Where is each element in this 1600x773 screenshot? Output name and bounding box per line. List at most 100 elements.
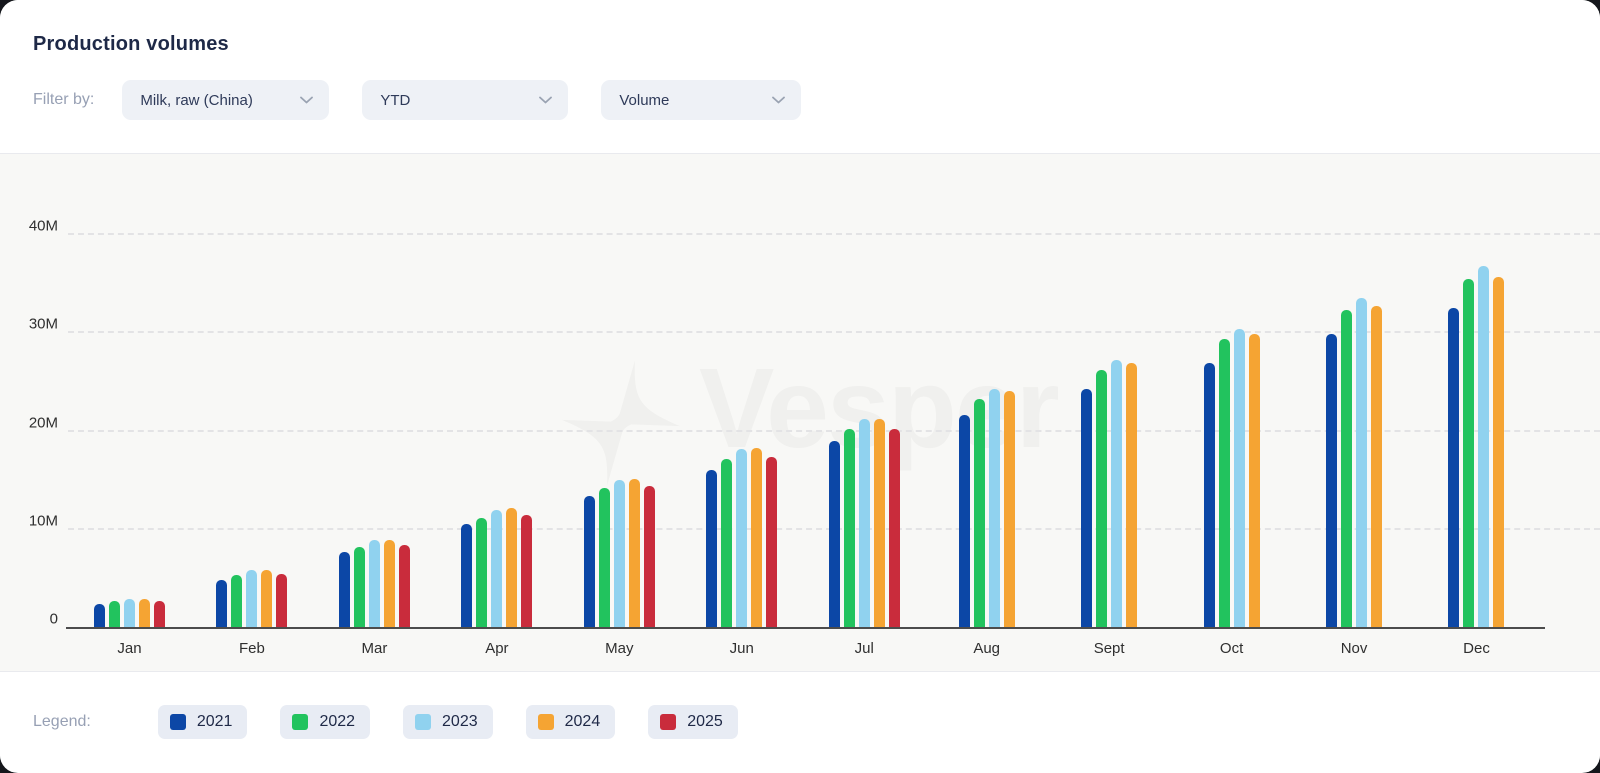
- x-axis-line: [66, 627, 1545, 629]
- bar-feb-2021[interactable]: [216, 579, 228, 628]
- bar-feb-2025[interactable]: [276, 573, 288, 628]
- bar-mar-2024[interactable]: [383, 539, 395, 628]
- bar-nov-2022[interactable]: [1341, 309, 1353, 628]
- bar-jun-2022[interactable]: [721, 459, 733, 628]
- bar-jan-2023[interactable]: [124, 598, 135, 628]
- x-tick-sept: Sept: [1093, 640, 1125, 657]
- bar-may-2023[interactable]: [613, 479, 625, 628]
- metric-filter-dropdown[interactable]: Volume: [601, 80, 802, 120]
- bar-jan-2022[interactable]: [109, 601, 120, 628]
- bar-sept-2022[interactable]: [1096, 369, 1108, 628]
- bar-sept-2023[interactable]: [1111, 359, 1123, 628]
- x-axis-labels: Jan Feb Mar Apr May Jun Jul Aug Sept Oct Nov Dec: [94, 640, 1512, 657]
- bar-group-may: [583, 235, 655, 628]
- gridline-20M: [68, 429, 1600, 432]
- bar-jul-2023[interactable]: [858, 418, 870, 628]
- bar-jan-2021[interactable]: [94, 604, 105, 628]
- y-tick-10M: 10M: [28, 512, 58, 530]
- bar-feb-2024[interactable]: [261, 570, 273, 628]
- product-filter-dropdown[interactable]: Milk, raw (China): [122, 80, 330, 120]
- x-tick-jun: Jun: [729, 640, 754, 657]
- plot-area: Jan Feb Mar Apr May Jun Jul Aug Sept Oct Nov Dec 0 1…: [29, 218, 1600, 657]
- bar-may-2021[interactable]: [583, 496, 595, 628]
- bar-aug-2022[interactable]: [973, 399, 985, 628]
- bar-apr-2021[interactable]: [461, 523, 473, 628]
- bar-jul-2025[interactable]: [888, 428, 900, 628]
- gridline-30M: [68, 331, 1600, 334]
- bar-may-2022[interactable]: [598, 487, 610, 628]
- bar-may-2025[interactable]: [643, 485, 655, 628]
- legend-chip-2021[interactable]: 2021: [157, 705, 248, 739]
- legend-chip-2022[interactable]: 2022: [280, 705, 371, 739]
- x-tick-aug: Aug: [973, 640, 1001, 657]
- x-tick-jul: Jul: [854, 640, 874, 657]
- bar-sept-2021[interactable]: [1081, 389, 1093, 628]
- x-tick-apr: Apr: [485, 640, 509, 657]
- bar-mar-2022[interactable]: [353, 547, 365, 628]
- bars-row: [94, 235, 1512, 628]
- filter-bar: Filter by: Milk, raw (China) YTD Volume: [33, 80, 802, 120]
- bar-feb-2023[interactable]: [246, 570, 258, 628]
- filter-by-label: Filter by:: [33, 91, 95, 108]
- bar-nov-2021[interactable]: [1326, 334, 1338, 628]
- bar-mar-2021[interactable]: [338, 552, 350, 628]
- legend-swatch-2024: [537, 714, 554, 730]
- bar-jun-2021[interactable]: [706, 469, 718, 628]
- legend-year-label: 2024: [564, 713, 601, 730]
- legend-swatch-2025: [660, 714, 677, 730]
- legend-chip-2023[interactable]: 2023: [403, 705, 493, 739]
- bar-group-sept: [1074, 235, 1145, 628]
- bar-apr-2024[interactable]: [506, 508, 518, 628]
- x-tick-feb: Feb: [239, 640, 265, 657]
- bar-dec-2021[interactable]: [1448, 307, 1460, 628]
- bar-group-nov: [1319, 235, 1390, 628]
- bar-jan-2024[interactable]: [139, 598, 150, 628]
- bar-nov-2023[interactable]: [1356, 297, 1368, 628]
- bar-group-jan: [94, 235, 165, 628]
- bar-jun-2023[interactable]: [736, 449, 748, 628]
- bar-jun-2024[interactable]: [751, 448, 763, 628]
- gridline-40M: [68, 233, 1600, 235]
- bar-apr-2022[interactable]: [476, 517, 488, 628]
- y-tick-0: 0: [49, 610, 58, 628]
- bar-mar-2025[interactable]: [398, 544, 410, 628]
- bar-dec-2023[interactable]: [1478, 266, 1490, 628]
- legend-chip-2025[interactable]: 2025: [648, 705, 738, 739]
- bar-jun-2025[interactable]: [766, 457, 778, 628]
- bar-dec-2022[interactable]: [1463, 279, 1475, 628]
- y-tick-30M: 30M: [28, 315, 58, 333]
- bar-sept-2024[interactable]: [1126, 362, 1138, 628]
- page-title: Production volumes: [33, 33, 229, 55]
- bar-jul-2024[interactable]: [873, 418, 885, 628]
- legend-chips: 2021 2022 2023 2024 2025: [157, 705, 738, 739]
- x-tick-jan: Jan: [117, 640, 142, 657]
- bar-group-oct: [1196, 235, 1267, 628]
- bar-dec-2024[interactable]: [1493, 277, 1505, 628]
- bar-feb-2022[interactable]: [231, 574, 243, 628]
- bar-may-2024[interactable]: [628, 478, 640, 628]
- period-filter-dropdown[interactable]: YTD: [362, 80, 569, 120]
- bar-oct-2024[interactable]: [1248, 334, 1260, 628]
- chart-area: Vesper Jan Feb Mar Apr May Jun Jul Aug Sept Oct No…: [0, 153, 1600, 672]
- bar-oct-2022[interactable]: [1218, 339, 1230, 628]
- legend-swatch-2022: [292, 714, 309, 730]
- bar-apr-2023[interactable]: [491, 510, 503, 628]
- bar-group-aug: [951, 235, 1022, 628]
- bar-jul-2022[interactable]: [843, 428, 855, 628]
- bar-jan-2025[interactable]: [154, 600, 165, 628]
- bar-nov-2024[interactable]: [1371, 305, 1383, 628]
- bar-group-mar: [338, 235, 410, 628]
- bar-jul-2021[interactable]: [828, 441, 840, 628]
- bar-aug-2023[interactable]: [988, 389, 1000, 628]
- bar-apr-2025[interactable]: [521, 515, 533, 628]
- bar-aug-2021[interactable]: [958, 414, 970, 628]
- x-tick-dec: Dec: [1463, 640, 1490, 657]
- x-tick-oct: Oct: [1219, 640, 1244, 657]
- bar-oct-2021[interactable]: [1203, 362, 1215, 628]
- bar-aug-2024[interactable]: [1003, 391, 1015, 628]
- legend-swatch-2021: [169, 714, 186, 730]
- bar-oct-2023[interactable]: [1233, 329, 1245, 628]
- legend-chip-2024[interactable]: 2024: [525, 705, 616, 739]
- bar-mar-2023[interactable]: [368, 539, 380, 628]
- legend-swatch-2023: [415, 714, 432, 730]
